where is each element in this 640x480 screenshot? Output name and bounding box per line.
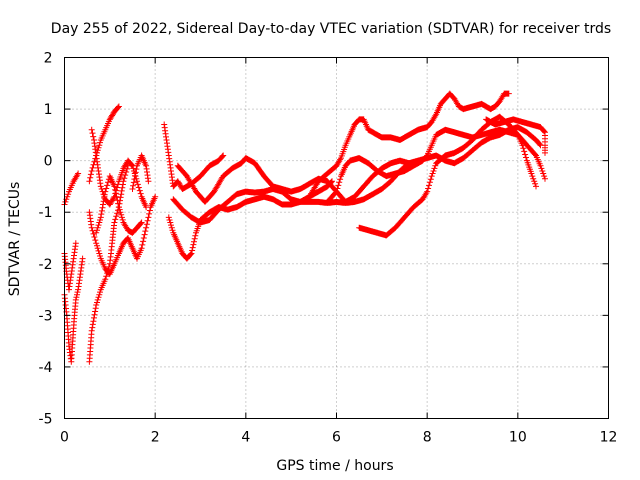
- y-tick-label: -1: [39, 205, 53, 221]
- y-tick-label: -3: [39, 308, 53, 324]
- x-tick-label: 0: [60, 430, 69, 446]
- data-point-markers: [88, 126, 150, 211]
- data-point-markers: [61, 255, 86, 365]
- series-arc-9: [129, 152, 152, 192]
- x-tick-label: 10: [509, 430, 527, 446]
- x-tick-label: 6: [332, 430, 341, 446]
- chart-title: Day 255 of 2022, Sidereal Day-to-day VTE…: [51, 21, 611, 37]
- x-axis-label: GPS time / hours: [276, 458, 393, 474]
- data-point-markers: [129, 152, 152, 192]
- y-tick-label: 1: [44, 102, 53, 118]
- data-point-markers: [86, 162, 131, 365]
- series-arc-8: [93, 173, 145, 236]
- series-arc-16: [356, 113, 539, 239]
- series-arc-2: [61, 255, 86, 365]
- series-arc-17: [483, 116, 548, 156]
- y-tick-label: -2: [39, 257, 53, 273]
- x-tick-label: 4: [241, 430, 250, 446]
- data-point-markers: [483, 116, 548, 156]
- data-point-markers: [161, 121, 227, 192]
- y-tick-label: -4: [39, 360, 53, 376]
- data-point-markers: [174, 155, 412, 205]
- series-arc-13: [174, 155, 412, 205]
- y-tick-label: 0: [44, 154, 53, 170]
- data-points: [61, 90, 548, 365]
- series-arc-10: [161, 121, 227, 192]
- data-point-markers: [306, 90, 512, 200]
- grid: [64, 57, 609, 419]
- series-arc-6: [86, 193, 159, 278]
- data-point-markers: [93, 173, 145, 236]
- data-point-markers: [356, 113, 539, 239]
- series-arc-7: [88, 126, 150, 211]
- y-axis-label: SDTVAR / TECUs: [7, 182, 23, 297]
- x-tick-label: 2: [151, 430, 160, 446]
- data-point-markers: [86, 193, 159, 278]
- data-point-markers: [86, 103, 122, 185]
- y-tick-label: 2: [44, 51, 53, 67]
- x-tick-label: 12: [600, 430, 618, 446]
- x-tick-label: 8: [423, 430, 432, 446]
- series-arc-4: [86, 162, 131, 365]
- y-tick-label: -5: [39, 412, 53, 428]
- series-arc-5: [86, 103, 122, 185]
- series-arc-14: [306, 90, 512, 200]
